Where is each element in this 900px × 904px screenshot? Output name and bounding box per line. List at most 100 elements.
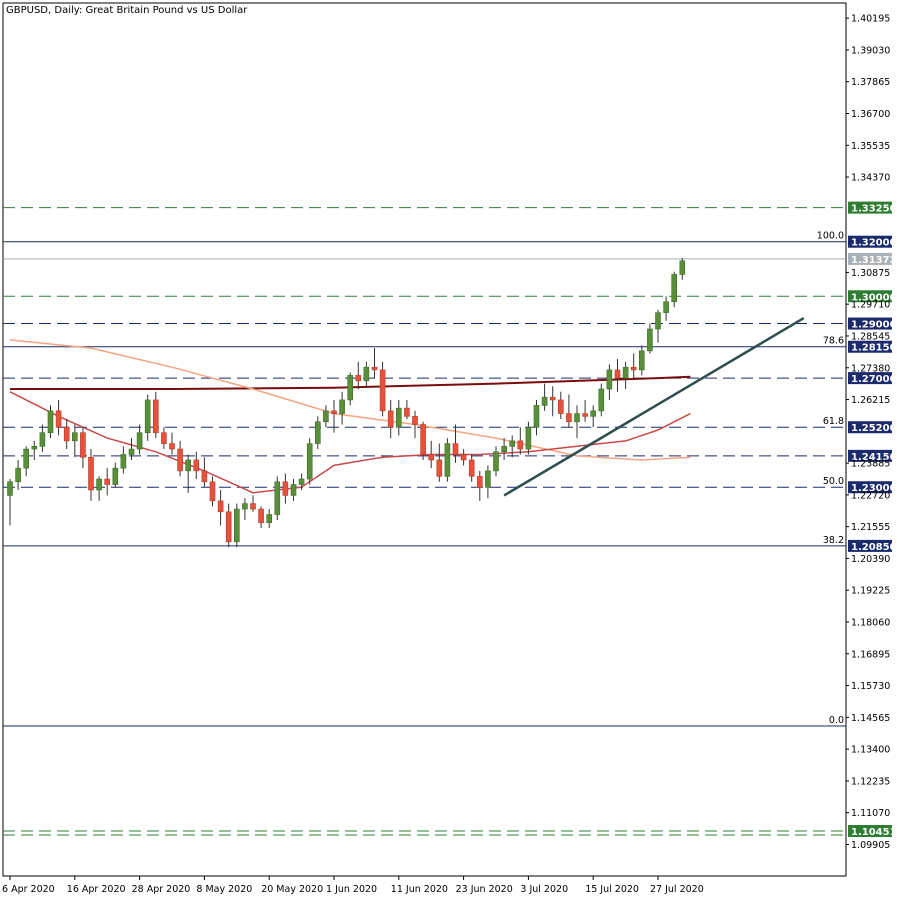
candle-body-42 bbox=[347, 375, 354, 401]
y-tick-label-5: 1.34370 bbox=[851, 173, 890, 184]
price-axis: 1.40195 1.39030 1.37865 1.36700 1.35535 1.343… bbox=[846, 14, 890, 851]
y-tick-label-10: 1.26215 bbox=[851, 395, 890, 406]
candle-body-45 bbox=[371, 366, 378, 371]
x-tick-label-1: 16 Apr 2020 bbox=[67, 884, 126, 895]
candle-body-67 bbox=[549, 396, 556, 401]
level-tag-text-0: 1.33250 bbox=[851, 204, 897, 215]
candle-60 bbox=[493, 446, 499, 477]
candle-body-64 bbox=[525, 426, 532, 450]
candle-66 bbox=[541, 383, 548, 411]
candle-body-16 bbox=[136, 432, 143, 450]
candle-15 bbox=[128, 438, 135, 460]
candle-13 bbox=[112, 462, 119, 488]
fib-label-0: 100.0 bbox=[817, 231, 844, 242]
y-tick-label-13: 1.21555 bbox=[851, 522, 890, 533]
candle-body-59 bbox=[485, 470, 491, 488]
candle-4 bbox=[39, 424, 46, 452]
candle-9 bbox=[80, 427, 86, 469]
candle-body-82 bbox=[671, 274, 678, 303]
candle-22 bbox=[185, 454, 191, 493]
candle-72 bbox=[590, 405, 597, 428]
candle-body-79 bbox=[647, 328, 653, 352]
candle-body-20 bbox=[169, 443, 175, 450]
candle-8 bbox=[72, 424, 78, 458]
y-tick-label-22: 1.11070 bbox=[851, 808, 890, 819]
candle-12 bbox=[104, 468, 110, 496]
candle-45 bbox=[371, 348, 378, 379]
level-tag-1 bbox=[848, 235, 892, 248]
candle-40 bbox=[331, 399, 337, 433]
candle-54 bbox=[444, 438, 451, 482]
y-tick-label-19: 1.14565 bbox=[851, 713, 890, 724]
x-tick-label-10: 27 Jul 2020 bbox=[650, 884, 704, 895]
y-tick-label-9: 1.27380 bbox=[851, 363, 890, 374]
candle-71 bbox=[582, 399, 588, 422]
level-tag-text-6: 1.27000 bbox=[851, 374, 897, 385]
candle-46 bbox=[379, 361, 386, 417]
candle-body-41 bbox=[339, 399, 345, 414]
candle-69 bbox=[566, 394, 572, 428]
candle-body-70 bbox=[574, 413, 580, 423]
candle-5 bbox=[47, 405, 54, 439]
fib-label-2: 61.8 bbox=[823, 416, 844, 427]
candle-body-35 bbox=[290, 484, 297, 496]
candle-74 bbox=[606, 364, 613, 400]
trendlines bbox=[503, 317, 805, 497]
candle-body-50 bbox=[412, 416, 418, 425]
candle-20 bbox=[169, 432, 175, 455]
candle-14 bbox=[120, 446, 127, 474]
time-axis: 6 Apr 2020 16 Apr 2020 28 Apr 2020 8 May 20… bbox=[2, 876, 704, 895]
candle-body-54 bbox=[444, 443, 451, 477]
candle-24 bbox=[201, 457, 208, 488]
candle-body-11 bbox=[96, 478, 102, 491]
candle-23 bbox=[193, 451, 200, 480]
candle-1 bbox=[15, 459, 21, 490]
level-tag-text-5: 1.28150 bbox=[851, 343, 897, 354]
horizontal-levels: 1.33250 1.32000 1.31372 1.30000 1.29000 1.281… bbox=[3, 201, 897, 838]
candle-body-13 bbox=[112, 467, 119, 485]
x-tick-label-8: 3 Jul 2020 bbox=[520, 884, 568, 895]
y-tick-label-3: 1.36700 bbox=[851, 109, 890, 120]
candle-body-53 bbox=[436, 459, 443, 477]
candle-body-39 bbox=[323, 410, 329, 423]
candle-42 bbox=[347, 372, 354, 406]
candle-body-58 bbox=[476, 476, 483, 488]
candle-44 bbox=[363, 361, 370, 387]
candle-70 bbox=[574, 405, 580, 439]
candle-52 bbox=[428, 440, 435, 469]
candle-body-44 bbox=[363, 366, 370, 382]
plot-frame bbox=[2, 2, 847, 877]
candle-body-60 bbox=[493, 451, 499, 472]
candle-body-62 bbox=[509, 440, 516, 447]
candle-78 bbox=[638, 345, 645, 376]
candle-body-19 bbox=[161, 432, 167, 444]
candle-83 bbox=[679, 258, 686, 280]
x-tick-label-7: 23 Jun 2020 bbox=[456, 884, 513, 895]
candle-10 bbox=[88, 449, 94, 501]
candle-body-6 bbox=[55, 410, 62, 428]
candle-body-23 bbox=[193, 459, 200, 472]
candle-11 bbox=[96, 476, 102, 501]
x-tick-label-2: 28 Apr 2020 bbox=[132, 884, 191, 895]
y-tick-label-20: 1.13400 bbox=[851, 745, 890, 756]
y-tick-label-4: 1.35535 bbox=[851, 141, 890, 152]
level-tag-4 bbox=[848, 317, 892, 330]
candle-77 bbox=[630, 353, 637, 379]
candle-3 bbox=[31, 440, 38, 460]
fib-label-5: 0.0 bbox=[829, 715, 844, 726]
y-tick-label-18: 1.15730 bbox=[851, 681, 890, 692]
y-tick-label-8: 1.28545 bbox=[851, 331, 890, 342]
candle-body-18 bbox=[153, 399, 159, 433]
candle-body-40 bbox=[331, 410, 337, 414]
candle-41 bbox=[339, 391, 345, 425]
candle-17 bbox=[144, 394, 151, 441]
candle-58 bbox=[476, 470, 483, 501]
candle-48 bbox=[395, 399, 402, 436]
candle-28 bbox=[234, 503, 240, 548]
candle-81 bbox=[663, 296, 669, 321]
candle-32 bbox=[266, 509, 273, 529]
candle-79 bbox=[647, 323, 653, 354]
candle-body-78 bbox=[638, 350, 645, 371]
candle-body-83 bbox=[679, 260, 686, 275]
chart-title: GBPUSD, Daily: Great Britain Pound vs US… bbox=[6, 5, 248, 16]
